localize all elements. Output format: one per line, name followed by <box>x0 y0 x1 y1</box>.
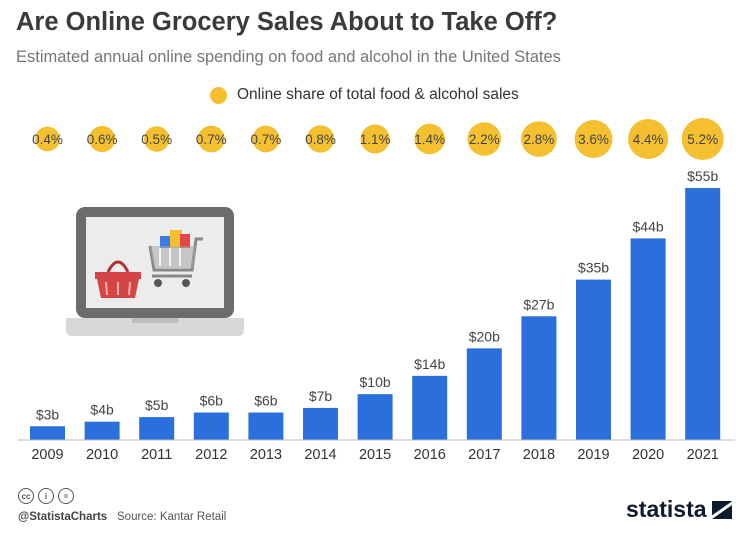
share-value-label: 0.7% <box>196 132 227 147</box>
x-tick-label: 2011 <box>141 447 172 463</box>
chart-title: Are Online Grocery Sales About to Take O… <box>16 8 558 36</box>
bar <box>84 421 120 440</box>
bar-value-label: $20b <box>469 328 500 344</box>
share-bubble <box>360 124 390 154</box>
bar <box>576 279 611 440</box>
x-tick-label: 2014 <box>304 447 336 463</box>
share-bubble <box>681 118 724 160</box>
x-tick-label: 2015 <box>359 447 391 463</box>
license-icons: cc i = <box>18 488 74 504</box>
share-bubble <box>521 121 557 157</box>
statista-logo[interactable]: statista <box>626 496 732 523</box>
share-value-label: 0.4% <box>32 132 63 147</box>
share-value-label: 0.5% <box>141 132 172 147</box>
legend-bubble-icon <box>210 86 227 104</box>
cc-icon: cc <box>18 488 34 504</box>
bar <box>412 375 448 440</box>
chart-canvas: 0.4% 0.6% 0.5% 0.7% 0.7% 0.8% 1.1% 1.4% 2.2% 2.8%… <box>18 118 735 463</box>
bar <box>357 394 393 440</box>
share-bubble <box>252 125 280 153</box>
bar <box>303 407 338 440</box>
share-bubble <box>89 125 116 153</box>
bar-value-label: $35b <box>578 260 609 276</box>
laptop-cart-illustration <box>66 207 244 336</box>
bar <box>193 412 229 440</box>
statista-mark-icon <box>711 500 732 519</box>
share-bubble <box>143 126 170 152</box>
share-value-label: 0.6% <box>87 132 118 147</box>
share-value-label: 1.4% <box>414 132 445 147</box>
x-tick-label: 2019 <box>577 447 609 463</box>
share-value-label: 4.4% <box>633 132 664 147</box>
share-bubble <box>574 120 613 158</box>
social-handle[interactable]: @StatistaCharts <box>18 511 108 523</box>
attribution-icon: i <box>38 488 54 504</box>
bar-value-label: $3b <box>36 406 60 422</box>
bar-value-label: $14b <box>414 356 445 372</box>
share-bubble <box>414 123 445 155</box>
bar-value-label: $44b <box>633 218 664 234</box>
share-value-label: 2.2% <box>469 132 500 147</box>
bar-value-label: $5b <box>145 397 169 413</box>
bar <box>248 412 284 440</box>
share-bubble <box>35 126 60 152</box>
bar-value-label: $27b <box>523 296 554 312</box>
share-value-label: 5.2% <box>687 132 718 147</box>
x-tick-label: 2020 <box>632 447 664 463</box>
x-tick-label: 2009 <box>31 447 63 463</box>
x-tick-label: 2013 <box>250 447 282 463</box>
chart-subtitle: Estimated annual online spending on food… <box>16 48 561 66</box>
bar-value-label: $4b <box>90 402 114 418</box>
x-tick-label: 2012 <box>195 447 227 463</box>
share-bubble <box>467 122 502 156</box>
bar-value-label: $6b <box>254 393 278 409</box>
share-value-label: 1.1% <box>360 132 391 147</box>
bar <box>139 417 175 440</box>
legend-label: Online share of total food & alcohol sal… <box>237 86 519 103</box>
x-tick-label: 2010 <box>86 447 118 463</box>
bar-value-label: $55b <box>687 168 718 184</box>
brand-name: statista <box>626 496 707 522</box>
share-bubble <box>628 118 669 160</box>
source-note: Source: Kantar Retail <box>117 511 227 523</box>
bar-value-label: $6b <box>200 393 224 409</box>
bar <box>630 238 666 440</box>
bar-value-label: $10b <box>360 374 391 390</box>
x-tick-label: 2018 <box>523 447 555 463</box>
no-derivatives-icon: = <box>58 488 74 504</box>
x-tick-label: 2017 <box>468 447 500 463</box>
bar <box>685 188 721 440</box>
share-value-label: 2.8% <box>524 132 555 147</box>
bar-value-label: $7b <box>309 388 333 404</box>
bar <box>30 426 65 440</box>
share-bubble <box>197 125 225 153</box>
share-value-label: 0.7% <box>251 132 282 147</box>
share-value-label: 0.8% <box>305 132 336 147</box>
share-value-label: 3.6% <box>578 132 609 147</box>
legend: Online share of total food & alcohol sal… <box>210 86 519 104</box>
bar <box>466 348 502 440</box>
bar <box>521 316 557 440</box>
x-tick-label: 2016 <box>414 447 446 463</box>
share-bubble <box>306 125 335 153</box>
x-tick-label: 2021 <box>687 447 719 463</box>
